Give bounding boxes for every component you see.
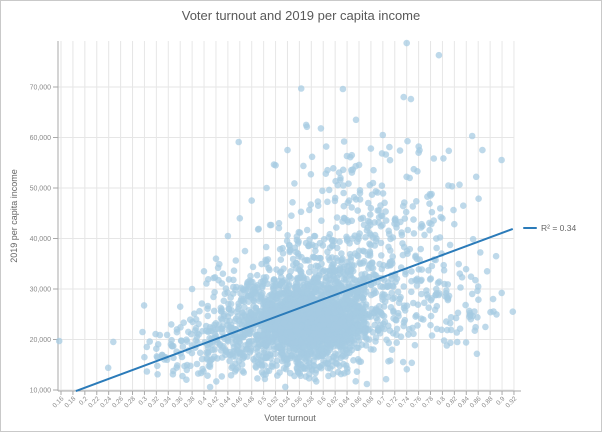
svg-text:0.34: 0.34 — [159, 395, 173, 409]
svg-text:0.36: 0.36 — [171, 395, 185, 409]
svg-text:0.54: 0.54 — [278, 395, 292, 409]
svg-text:0.92: 0.92 — [504, 395, 518, 409]
svg-text:0.24: 0.24 — [99, 395, 113, 409]
svg-text:10,000: 10,000 — [30, 388, 52, 395]
svg-text:0.46: 0.46 — [230, 395, 244, 409]
svg-text:0.66: 0.66 — [350, 395, 364, 409]
svg-text:0.56: 0.56 — [290, 395, 304, 409]
svg-text:0.16: 0.16 — [52, 395, 66, 409]
axes — [57, 41, 521, 392]
trendline-legend-label: R² = 0.34 — [541, 223, 577, 233]
svg-text:0.28: 0.28 — [123, 395, 137, 409]
svg-text:0.68: 0.68 — [361, 395, 375, 409]
trendline-legend-swatch — [523, 227, 537, 229]
svg-text:0.58: 0.58 — [302, 395, 316, 409]
svg-text:0.22: 0.22 — [87, 395, 101, 409]
svg-text:0.3: 0.3 — [138, 395, 150, 407]
svg-text:0.4: 0.4 — [197, 395, 209, 407]
svg-text:0.72: 0.72 — [385, 395, 399, 409]
svg-text:0.64: 0.64 — [338, 395, 352, 409]
svg-text:40,000: 40,000 — [30, 236, 52, 243]
svg-text:0.18: 0.18 — [63, 395, 77, 409]
svg-text:0.38: 0.38 — [183, 395, 197, 409]
svg-text:0.6: 0.6 — [316, 395, 328, 407]
svg-text:0.84: 0.84 — [457, 395, 471, 409]
svg-text:0.62: 0.62 — [326, 395, 340, 409]
svg-text:0.2: 0.2 — [78, 395, 90, 407]
svg-text:0.86: 0.86 — [469, 395, 483, 409]
svg-text:0.52: 0.52 — [266, 395, 280, 409]
svg-text:0.42: 0.42 — [206, 395, 220, 409]
svg-text:0.9: 0.9 — [495, 395, 507, 407]
scatter-points — [55, 39, 517, 391]
y-axis-title: 2019 per capita income — [9, 169, 19, 263]
chart-title: Voter turnout and 2019 per capita income — [181, 8, 421, 23]
svg-text:0.88: 0.88 — [481, 395, 495, 409]
svg-text:0.32: 0.32 — [147, 395, 161, 409]
svg-text:0.8: 0.8 — [436, 395, 448, 407]
svg-text:60,000: 60,000 — [30, 135, 52, 142]
svg-text:0.82: 0.82 — [445, 395, 459, 409]
svg-text:0.78: 0.78 — [421, 395, 435, 409]
svg-text:0.7: 0.7 — [376, 395, 388, 407]
svg-text:0.5: 0.5 — [257, 395, 269, 407]
legend-item-trendline[interactable]: R² = 0.34 — [523, 223, 576, 233]
svg-text:20,000: 20,000 — [30, 337, 52, 344]
svg-text:30,000: 30,000 — [30, 287, 52, 294]
svg-text:0.26: 0.26 — [111, 395, 125, 409]
y-tick-labels: 10,000 20,000 30,000 40,000 50,000 60,000 70,0… — [30, 85, 58, 395]
x-axis-title: Voter turnout — [264, 413, 316, 423]
x-tick-labels: 0.160.18 0.20.220.240.260.28 0.30.320.340.… — [52, 391, 519, 409]
svg-text:50,000: 50,000 — [30, 186, 52, 193]
svg-text:0.74: 0.74 — [397, 395, 411, 409]
svg-text:70,000: 70,000 — [30, 85, 52, 92]
svg-text:0.48: 0.48 — [242, 395, 256, 409]
svg-text:0.76: 0.76 — [409, 395, 423, 409]
svg-text:0.44: 0.44 — [218, 395, 232, 409]
trend-line — [75, 227, 514, 392]
